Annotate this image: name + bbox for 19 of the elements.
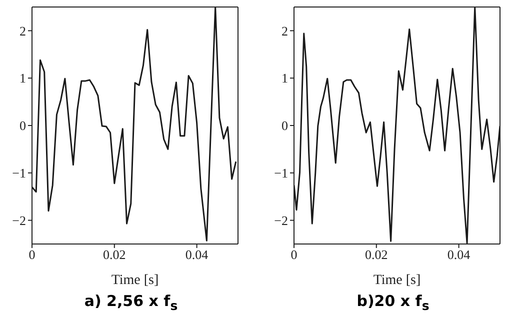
line-series xyxy=(32,7,237,242)
x-tick-label: 0.04 xyxy=(447,247,471,262)
x-axis-title: Time [s] xyxy=(111,273,159,288)
y-tick-label: 0 xyxy=(20,118,26,134)
x-tick-label: 0.02 xyxy=(365,247,388,262)
text: b)20 x f$_{s}$ xyxy=(356,292,430,313)
text: a) 2,56 x f$_{s}$ xyxy=(83,292,179,313)
x-tick-label: 0.04 xyxy=(185,247,209,262)
y-tick-label: −1 xyxy=(274,166,288,181)
y-tick-label: 2 xyxy=(282,23,288,38)
y-tick-label: 1 xyxy=(282,70,288,86)
y-tick-label: −1 xyxy=(12,166,26,181)
y-tick-label: 2 xyxy=(20,23,26,38)
y-tick-label: −2 xyxy=(274,212,288,228)
x-tick-label: 0.02 xyxy=(103,247,126,262)
x-axis-title: Time [s] xyxy=(373,273,421,288)
y-tick-label: 0 xyxy=(282,118,288,134)
y-tick-label: 1 xyxy=(20,70,26,86)
y-tick-label: −2 xyxy=(12,212,26,228)
